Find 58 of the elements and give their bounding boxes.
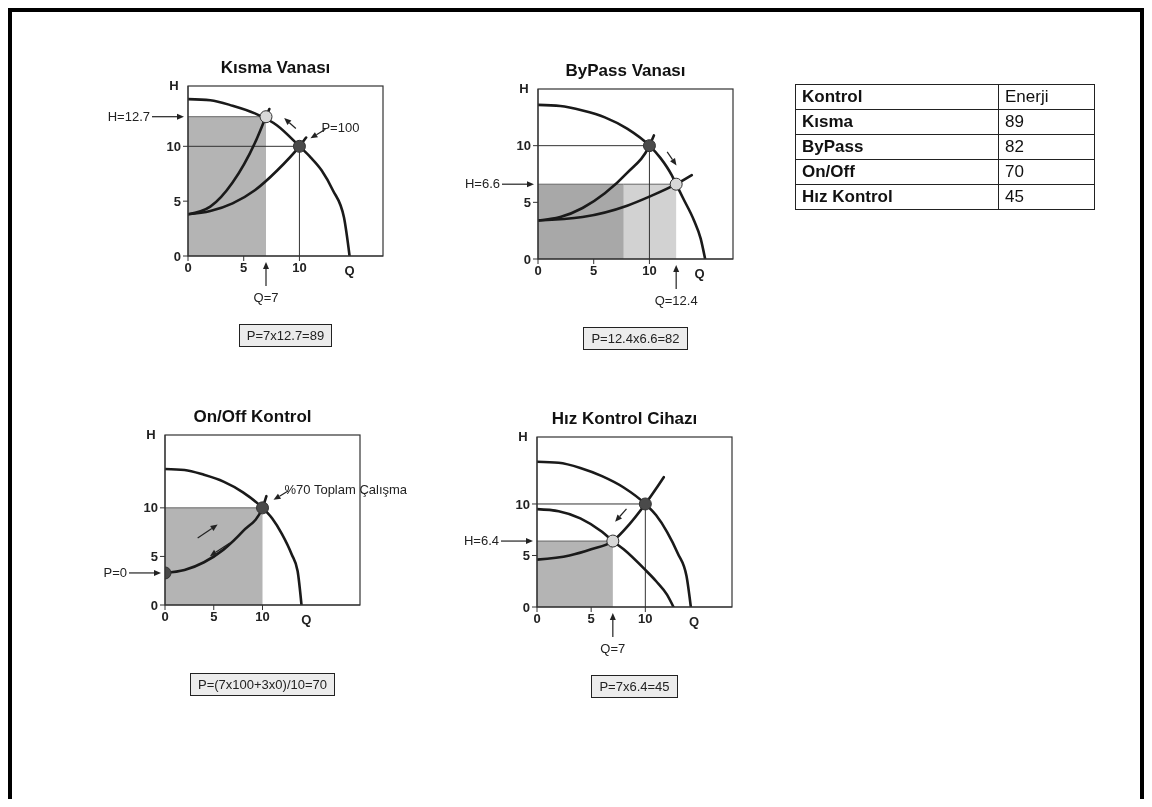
data-label: 45 — [998, 184, 1095, 210]
y-tick-label: 10 — [143, 500, 158, 516]
category-label: On/Off — [795, 159, 999, 185]
category-label: Hız Kontrol — [795, 184, 999, 210]
x-tick-label: 10 — [642, 263, 657, 279]
y-axis-title: H — [519, 81, 529, 96]
x-tick-label: 0 — [184, 260, 192, 276]
annotation: %70 Toplam Çalışma — [284, 481, 408, 497]
y-tick-label: 5 — [173, 193, 181, 209]
annotation: H=6.6 — [464, 176, 500, 192]
x-axis-title: Q — [301, 612, 312, 627]
y-tick-label: 5 — [150, 549, 158, 565]
annotation: P=0 — [103, 564, 127, 580]
x-tick-label: 5 — [210, 609, 218, 625]
text: P=7x6.4=45 — [591, 675, 678, 698]
x-tick-label: 10 — [255, 609, 270, 625]
x-tick-label: 0 — [534, 263, 542, 279]
category-label: Kısma — [795, 109, 999, 135]
chart-title: Kısma Vanası — [219, 58, 332, 78]
data-label: 89 — [998, 109, 1095, 135]
category-label: ByPass — [795, 134, 999, 160]
x-axis-title: Q — [694, 266, 705, 281]
x-tick-label: 5 — [587, 611, 595, 627]
y-tick-label: 10 — [515, 496, 530, 512]
text: P=(7x100+3x0)/10=70 — [189, 673, 336, 696]
text: P=7x12.7=89 — [238, 324, 333, 347]
annotation: Q=7 — [253, 290, 279, 305]
y-tick-label: 0 — [173, 248, 181, 264]
chart-title: ByPass Vanası — [564, 61, 687, 81]
y-tick-label: 10 — [166, 138, 181, 154]
data-label: 70 — [998, 159, 1095, 185]
y-axis-title: H — [169, 78, 179, 93]
data-label: 82 — [998, 134, 1095, 160]
x-tick-label: 0 — [161, 609, 169, 625]
y-tick-label: 5 — [523, 194, 531, 210]
text: Kontrol — [795, 84, 999, 110]
y-tick-label: 0 — [150, 597, 158, 613]
annotation: H=12.7 — [107, 108, 150, 124]
x-axis-title: Q — [689, 614, 700, 629]
annotation: P=100 — [321, 120, 360, 136]
x-tick-label: 10 — [638, 611, 653, 627]
annotation: H=6.4 — [463, 533, 499, 549]
chart-title: Hız Kontrol Cihazı — [550, 409, 699, 429]
x-tick-label: 0 — [533, 611, 541, 627]
x-tick-label: 5 — [590, 263, 598, 279]
x-tick-label: 10 — [292, 260, 307, 276]
x-axis-title: Q — [344, 263, 355, 278]
chart-title: On/Off Kontrol — [192, 407, 313, 427]
x-tick-label: 5 — [240, 260, 248, 276]
y-axis-title: H — [518, 429, 528, 444]
text: Enerji — [998, 84, 1095, 110]
y-tick-label: 10 — [516, 138, 531, 154]
annotation: Q=12.4 — [654, 293, 698, 308]
y-tick-label: 5 — [522, 548, 530, 564]
text: P=12.4x6.6=82 — [583, 327, 688, 350]
annotation: Q=7 — [600, 641, 626, 656]
y-axis-title: H — [146, 427, 156, 442]
y-tick-label: 0 — [522, 599, 530, 615]
